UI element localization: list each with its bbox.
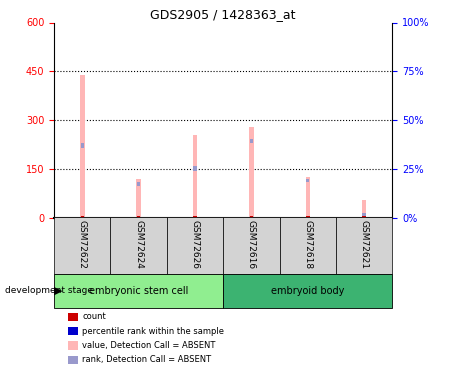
- Bar: [363, 216, 366, 217]
- Text: rank, Detection Call = ABSENT: rank, Detection Call = ABSENT: [82, 355, 211, 364]
- Bar: [250, 216, 253, 217]
- Bar: [250, 138, 253, 143]
- Bar: [193, 135, 198, 218]
- Text: ▶: ▶: [55, 286, 63, 296]
- Bar: [306, 216, 310, 217]
- Text: GSM72624: GSM72624: [134, 220, 143, 269]
- Bar: [167, 217, 223, 274]
- Bar: [193, 166, 197, 171]
- Text: count: count: [82, 312, 106, 321]
- Text: GSM72618: GSM72618: [304, 220, 312, 269]
- Text: GSM72616: GSM72616: [247, 220, 256, 269]
- Bar: [249, 126, 253, 218]
- Bar: [306, 177, 310, 218]
- Bar: [363, 213, 366, 217]
- Bar: [306, 178, 309, 182]
- Text: value, Detection Call = ABSENT: value, Detection Call = ABSENT: [82, 341, 216, 350]
- Bar: [137, 178, 141, 218]
- Bar: [336, 217, 392, 274]
- Bar: [137, 216, 141, 217]
- Text: embryonic stem cell: embryonic stem cell: [89, 286, 189, 296]
- Bar: [223, 217, 280, 274]
- Bar: [362, 200, 366, 217]
- Bar: [110, 217, 167, 274]
- Title: GDS2905 / 1428363_at: GDS2905 / 1428363_at: [151, 8, 296, 21]
- Bar: [80, 75, 85, 217]
- Text: GSM72622: GSM72622: [78, 220, 87, 269]
- Bar: [54, 274, 223, 308]
- Text: percentile rank within the sample: percentile rank within the sample: [82, 327, 224, 336]
- Bar: [81, 143, 84, 148]
- Text: GSM72621: GSM72621: [360, 220, 368, 269]
- Bar: [193, 216, 197, 217]
- Text: embryoid body: embryoid body: [271, 286, 345, 296]
- Bar: [280, 217, 336, 274]
- Bar: [80, 216, 84, 217]
- Bar: [137, 182, 140, 186]
- Text: GSM72626: GSM72626: [191, 220, 199, 269]
- Bar: [223, 274, 392, 308]
- Text: development stage: development stage: [5, 286, 92, 295]
- Bar: [54, 217, 110, 274]
